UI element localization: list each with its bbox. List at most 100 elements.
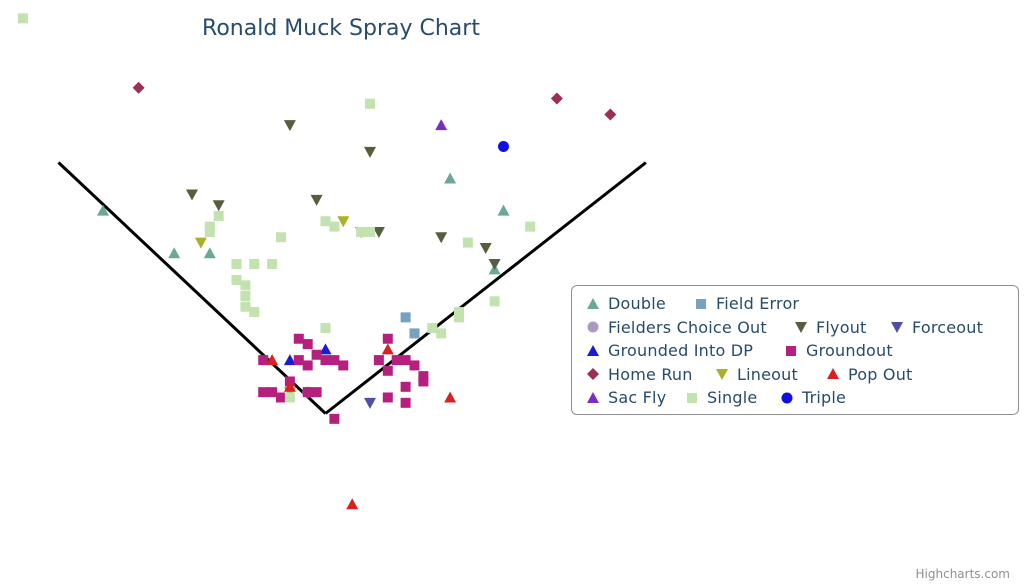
point-flyout[interactable] — [488, 258, 501, 270]
point-single[interactable] — [204, 226, 215, 237]
point-groundout[interactable] — [409, 360, 420, 371]
point-groundout[interactable] — [302, 387, 313, 398]
point-groundout[interactable] — [276, 392, 286, 403]
point-double[interactable] — [497, 204, 510, 216]
credits-link[interactable]: Highcharts.com — [915, 567, 1010, 581]
legend-item-fielders-choice-out[interactable]: Fielders Choice Out — [586, 318, 767, 337]
point-sac-fly[interactable] — [435, 119, 448, 131]
point-single[interactable] — [231, 275, 242, 285]
legend-item-lineout[interactable]: Lineout — [715, 365, 798, 384]
legend-item-grounded-into-dp[interactable]: Grounded Into DP — [586, 341, 753, 360]
point-flyout[interactable] — [372, 226, 385, 238]
point-single[interactable] — [240, 280, 251, 291]
point-pop-out[interactable] — [381, 343, 394, 355]
point-groundout[interactable] — [400, 381, 411, 392]
point-home-run[interactable] — [604, 108, 617, 121]
point-groundout[interactable] — [338, 360, 349, 371]
point-grounded-into-dp[interactable] — [319, 343, 332, 355]
point-flyout[interactable] — [283, 120, 296, 132]
point-field-error[interactable] — [409, 328, 420, 339]
point-groundout[interactable] — [258, 355, 269, 366]
point-groundout[interactable] — [293, 333, 304, 344]
point-double[interactable] — [168, 247, 181, 259]
point-groundout[interactable] — [267, 387, 278, 398]
point-groundout[interactable] — [418, 371, 429, 382]
legend-item-single[interactable]: Single — [685, 388, 757, 407]
point-single[interactable] — [231, 258, 242, 269]
point-home-run[interactable] — [132, 81, 145, 94]
point-groundout[interactable] — [302, 339, 313, 350]
point-single[interactable] — [489, 296, 500, 307]
point-single[interactable] — [204, 221, 215, 232]
legend-item-triple[interactable]: Triple — [780, 388, 846, 407]
point-single[interactable] — [17, 13, 28, 24]
point-double[interactable] — [203, 247, 216, 259]
point-single[interactable] — [436, 328, 447, 339]
point-groundout[interactable] — [382, 392, 393, 403]
legend-item-home-run[interactable]: Home Run — [586, 365, 693, 384]
point-groundout[interactable] — [382, 333, 393, 344]
point-lineout[interactable] — [337, 216, 350, 228]
point-single[interactable] — [240, 301, 251, 312]
point-single[interactable] — [320, 216, 331, 227]
point-pop-out[interactable] — [346, 498, 359, 510]
point-single[interactable] — [329, 221, 340, 232]
point-groundout[interactable] — [302, 360, 313, 371]
point-groundout[interactable] — [418, 376, 429, 387]
point-groundout[interactable] — [373, 355, 384, 366]
point-groundout[interactable] — [311, 349, 322, 360]
point-single[interactable] — [249, 258, 260, 269]
point-flyout[interactable] — [435, 232, 448, 244]
legend-label: Field Error — [716, 294, 800, 313]
point-pop-out[interactable] — [266, 354, 279, 366]
point-groundout[interactable] — [311, 387, 322, 398]
point-single[interactable] — [365, 226, 375, 237]
point-flyout[interactable] — [212, 200, 225, 212]
point-groundout[interactable] — [329, 413, 340, 424]
point-single[interactable] — [462, 237, 473, 248]
point-groundout[interactable] — [293, 355, 304, 366]
point-pop-out[interactable] — [444, 391, 457, 403]
legend-item-flyout[interactable]: Flyout — [794, 318, 867, 337]
point-single[interactable] — [356, 226, 367, 237]
point-flyout[interactable] — [364, 146, 376, 158]
point-single[interactable] — [365, 98, 375, 109]
point-triple[interactable] — [498, 141, 509, 152]
point-double[interactable] — [444, 172, 457, 184]
legend-item-groundout[interactable]: Groundout — [784, 341, 893, 360]
point-double[interactable] — [97, 204, 109, 216]
point-flyout[interactable] — [310, 194, 323, 206]
point-groundout[interactable] — [258, 387, 269, 398]
legend-item-field-error[interactable]: Field Error — [694, 294, 799, 313]
point-groundout[interactable] — [320, 355, 331, 366]
point-single[interactable] — [454, 312, 464, 323]
point-single[interactable] — [525, 221, 536, 232]
point-single[interactable] — [240, 291, 251, 302]
point-flyout[interactable] — [479, 242, 492, 254]
point-field-error[interactable] — [400, 312, 411, 323]
point-pop-out[interactable] — [283, 380, 296, 392]
point-groundout[interactable] — [382, 365, 393, 376]
legend-item-forceout[interactable]: Forceout — [890, 318, 983, 337]
point-forceout[interactable] — [364, 397, 376, 409]
point-single[interactable] — [213, 210, 224, 221]
point-single[interactable] — [427, 323, 438, 334]
point-grounded-into-dp[interactable] — [283, 354, 296, 366]
point-groundout[interactable] — [329, 355, 340, 366]
point-single[interactable] — [249, 307, 260, 318]
point-single[interactable] — [320, 323, 331, 334]
point-lineout[interactable] — [194, 237, 207, 249]
point-home-run[interactable] — [550, 92, 563, 105]
legend-item-pop-out[interactable]: Pop Out — [826, 365, 913, 384]
point-single[interactable] — [284, 392, 295, 403]
point-single[interactable] — [276, 232, 286, 243]
point-groundout[interactable] — [400, 355, 411, 366]
point-single[interactable] — [267, 258, 278, 269]
point-single[interactable] — [454, 307, 464, 318]
point-flyout[interactable] — [186, 189, 198, 201]
legend-label: Fielders Choice Out — [608, 317, 767, 337]
legend-item-double[interactable]: Double — [586, 294, 666, 313]
point-groundout[interactable] — [400, 397, 411, 408]
legend-item-sac-fly[interactable]: Sac Fly — [586, 388, 666, 407]
point-groundout[interactable] — [391, 355, 402, 366]
